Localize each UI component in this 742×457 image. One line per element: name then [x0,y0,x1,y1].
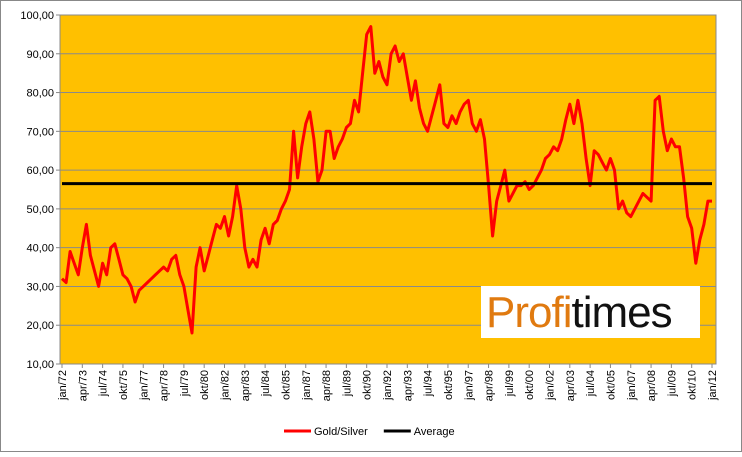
x-tick-label: jan/77 [138,370,150,401]
x-tick-label: okt/00 [524,370,536,400]
x-tick-label: apr/83 [240,370,252,401]
x-tick-label: okt/80 [199,370,211,400]
x-tick-label: jul/04 [585,370,597,397]
x-tick-label: apr/93 [402,370,414,401]
logo-part: Profi [486,288,571,337]
x-tick-label: apr/03 [565,370,577,401]
y-tick-label: 10,00 [26,359,54,371]
x-tick-label: apr/78 [159,370,171,401]
x-tick-label: jul/79 [179,370,191,397]
x-tick-label: jul/89 [341,370,353,397]
x-tick-label: jan/97 [463,370,475,401]
y-tick-label: 60,00 [26,165,54,177]
x-tick-label: jan/82 [220,370,232,401]
x-tick-label: jan/12 [707,370,719,401]
y-tick-label: 100,00 [20,10,54,22]
y-tick-label: 30,00 [26,281,54,293]
x-tick-label: okt/75 [118,370,130,400]
logo-box [481,286,700,338]
x-tick-label: apr/08 [646,370,658,401]
x-tick-label: apr/73 [77,370,89,401]
x-tick-label: okt/05 [605,370,617,400]
x-tick-label: okt/85 [280,370,292,400]
y-tick-label: 50,00 [26,204,54,216]
logo-part: times [571,288,671,337]
data-line [60,25,712,335]
y-tick-label: 70,00 [26,126,54,138]
x-tick-label: jan/92 [382,370,394,401]
x-tick-label: jul/84 [260,370,272,397]
y-tick-label: 90,00 [26,49,54,61]
x-tick-label: okt/10 [687,370,699,400]
x-tick-label: apr/88 [321,370,333,401]
x-tick-label: okt/95 [443,370,455,400]
x-tick-label: okt/90 [362,370,374,400]
x-tick-label: apr/98 [484,370,496,401]
logo: Profitimes [486,288,672,337]
x-tick-label: jan/07 [626,370,638,401]
x-tick-label: jul/09 [666,370,678,397]
x-tick-label: jan/02 [545,370,557,401]
x-tick-label: jul/94 [423,370,435,397]
y-tick-label: 20,00 [26,320,54,332]
x-tick-label: jan/72 [57,370,69,401]
y-tick-label: 80,00 [26,88,54,100]
legend-label: Average [414,426,455,438]
legend-label: Gold/Silver [314,426,368,438]
x-tick-label: jan/87 [301,370,313,401]
y-tick-label: 40,00 [26,243,54,255]
x-tick-label: jul/74 [98,370,110,397]
x-tick-label: jul/99 [504,370,516,397]
